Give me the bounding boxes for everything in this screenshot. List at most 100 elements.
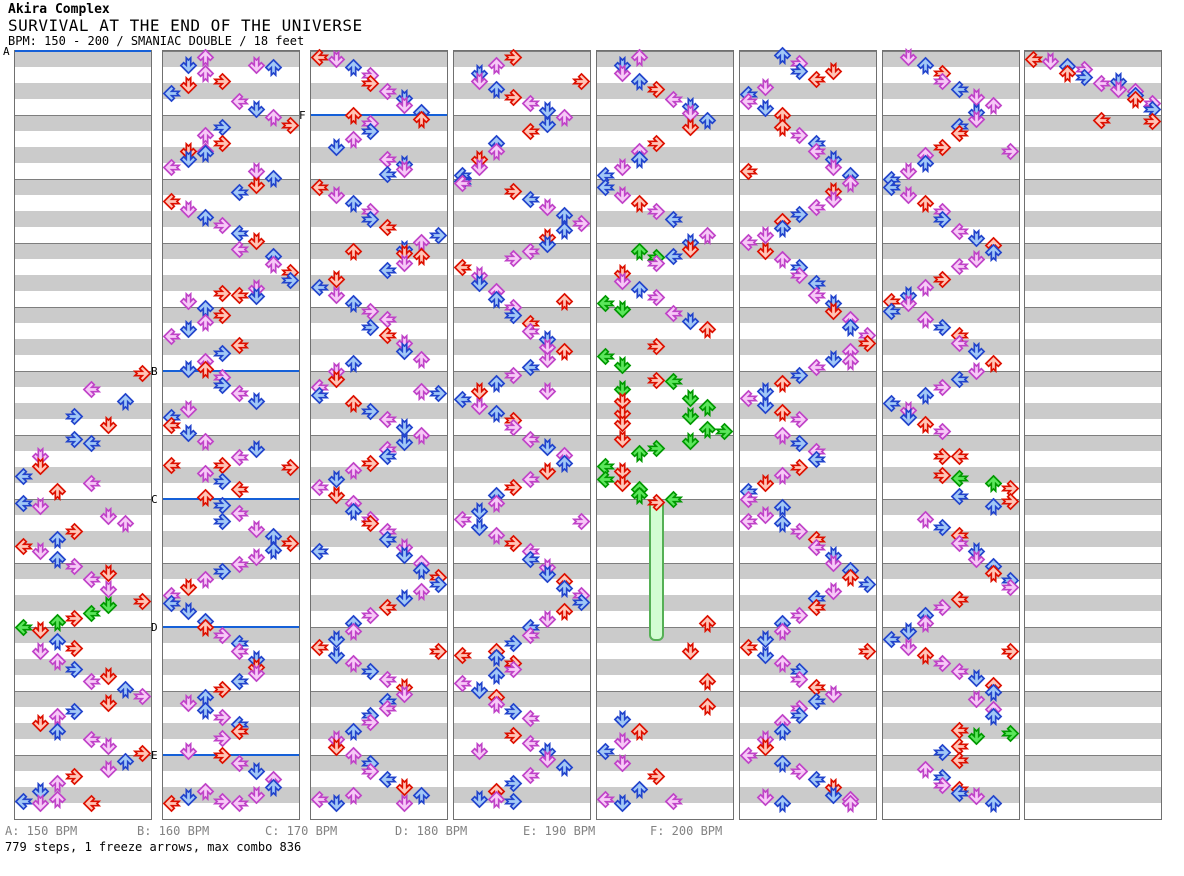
note-arrow [413,383,430,400]
note-arrow [180,57,197,74]
note-arrow [682,313,699,330]
note-arrow [180,789,197,806]
note-arrow [180,361,197,378]
note-arrow [471,682,488,699]
note-arrow [842,319,859,336]
note-arrow [345,503,362,520]
section-label-a: A [3,45,10,58]
note-arrow [214,513,231,530]
note-arrow [100,668,117,685]
note-arrow [740,747,757,764]
note-arrow [740,163,757,180]
note-arrow [808,143,825,160]
note-arrow [32,715,49,732]
note-arrow [413,562,430,579]
note-arrow [597,295,614,312]
note-arrow [248,787,265,804]
note-arrow [716,423,733,440]
note-arrow [488,291,505,308]
note-arrow [614,795,631,812]
note-arrow [522,735,539,752]
note-arrow [934,73,951,90]
note-arrow [1042,53,1059,70]
note-arrow [740,390,757,407]
note-arrow [774,119,791,136]
note-arrow [648,255,665,272]
note-arrow [740,513,757,530]
note-arrow [379,671,396,688]
note-arrow [214,793,231,810]
note-arrow [934,379,951,396]
note-arrow [774,427,791,444]
note-arrow [396,590,413,607]
note-arrow [197,433,214,450]
note-arrow [614,431,631,448]
note-arrow [488,495,505,512]
note-arrow [362,123,379,140]
note-arrow [757,475,774,492]
note-arrow [180,743,197,760]
note-arrow [573,215,590,232]
note-arrow [362,211,379,228]
note-arrow [522,95,539,112]
note-arrow [163,595,180,612]
note-arrow [774,220,791,237]
note-arrow [197,361,214,378]
song-title: SURVIVAL AT THE END OF THE UNIVERSE [8,16,363,35]
note-arrow [917,387,934,404]
note-arrow [917,195,934,212]
note-arrow [505,793,522,810]
note-arrow [505,727,522,744]
note-arrow [1002,579,1019,596]
note-arrow [556,293,573,310]
note-arrow [539,236,556,253]
note-arrow [100,417,117,434]
note-arrow [985,97,1002,114]
note-arrow [556,603,573,620]
note-arrow [231,481,248,498]
note-arrow [83,475,100,492]
note-arrow [648,440,665,457]
note-arrow [951,125,968,142]
note-arrow [362,607,379,624]
note-arrow [66,558,83,575]
note-arrow [328,631,345,648]
note-arrow [214,709,231,726]
note-arrow [231,93,248,110]
bpm-label: F: 200 BPM [650,824,723,838]
note-arrow [214,345,231,362]
chart-column [310,49,448,820]
note-arrow [597,179,614,196]
note-arrow [471,519,488,536]
note-arrow [362,403,379,420]
section-line-e [163,754,299,756]
note-arrow [379,411,396,428]
note-arrow [248,441,265,458]
note-arrow [556,109,573,126]
note-arrow [951,223,968,240]
note-arrow [454,259,471,276]
note-arrow [934,139,951,156]
note-arrow [917,647,934,664]
note-arrow [362,714,379,731]
note-arrow [757,739,774,756]
bpm-label: B: 160 BPM [137,824,210,838]
note-arrow [362,319,379,336]
note-arrow [883,395,900,412]
note-arrow [362,303,379,320]
note-arrow [345,747,362,764]
note-arrow [396,161,413,178]
note-arrow [311,543,328,560]
note-arrow [968,670,985,687]
note-arrow [900,639,917,656]
note-arrow [917,615,934,632]
note-arrow [985,795,1002,812]
note-arrow [934,319,951,336]
note-arrow [791,671,808,688]
note-arrow [699,673,716,690]
chart-summary: 779 steps, 1 freeze arrows, max combo 83… [5,840,302,854]
note-arrow [454,675,471,692]
note-arrow [505,49,522,66]
note-arrow [614,187,631,204]
note-arrow [362,663,379,680]
